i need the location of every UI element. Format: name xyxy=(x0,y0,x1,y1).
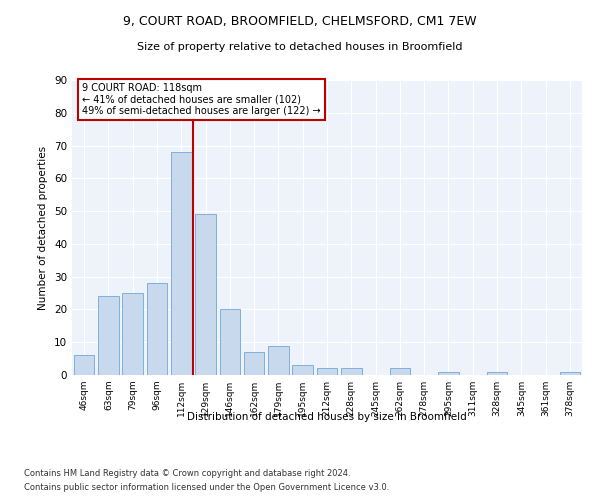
Bar xyxy=(317,368,337,375)
Bar xyxy=(74,356,94,375)
Bar xyxy=(560,372,580,375)
Bar xyxy=(171,152,191,375)
Text: 9, COURT ROAD, BROOMFIELD, CHELMSFORD, CM1 7EW: 9, COURT ROAD, BROOMFIELD, CHELMSFORD, C… xyxy=(123,15,477,28)
Text: Distribution of detached houses by size in Broomfield: Distribution of detached houses by size … xyxy=(187,412,467,422)
Bar xyxy=(487,372,508,375)
Bar xyxy=(438,372,459,375)
Bar xyxy=(389,368,410,375)
Bar xyxy=(341,368,362,375)
Text: Size of property relative to detached houses in Broomfield: Size of property relative to detached ho… xyxy=(137,42,463,52)
Bar xyxy=(244,352,265,375)
Bar xyxy=(220,310,240,375)
Text: Contains public sector information licensed under the Open Government Licence v3: Contains public sector information licen… xyxy=(24,484,389,492)
Text: Contains HM Land Registry data © Crown copyright and database right 2024.: Contains HM Land Registry data © Crown c… xyxy=(24,468,350,477)
Bar xyxy=(195,214,216,375)
Y-axis label: Number of detached properties: Number of detached properties xyxy=(38,146,49,310)
Bar xyxy=(122,293,143,375)
Bar xyxy=(268,346,289,375)
Text: 9 COURT ROAD: 118sqm
← 41% of detached houses are smaller (102)
49% of semi-deta: 9 COURT ROAD: 118sqm ← 41% of detached h… xyxy=(82,83,321,116)
Bar xyxy=(146,283,167,375)
Bar xyxy=(292,365,313,375)
Bar xyxy=(98,296,119,375)
